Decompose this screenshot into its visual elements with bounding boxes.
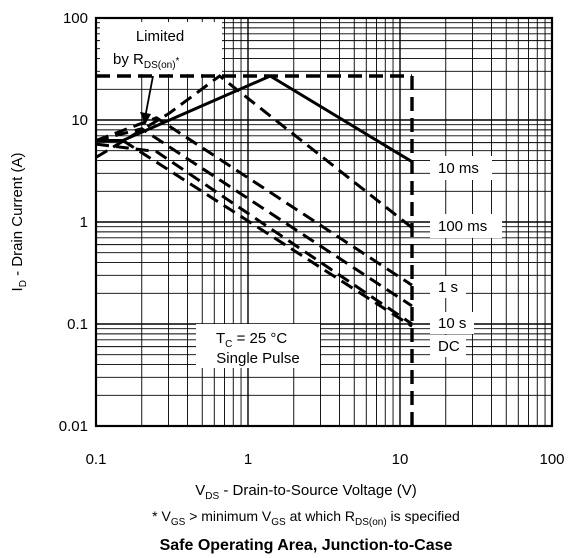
- chart-title: Safe Operating Area, Junction-to-Case: [160, 537, 453, 554]
- curve-dc: [121, 139, 413, 328]
- y-tick-label: 0.1: [67, 316, 88, 333]
- footnote: * VGS > minimum VGS at which RDS(on) is …: [152, 508, 460, 528]
- x-tick-label: 1: [244, 451, 252, 468]
- series-label-bg-1s: [430, 276, 466, 298]
- tick-labels: 0.1 1 10 100 0.01 0.1 1 10 100: [59, 10, 565, 468]
- x-axis-label: VDS - Drain-to-Source Voltage (V): [195, 482, 417, 502]
- curve-10ms: [96, 74, 413, 163]
- series-label-bg-10ms: [430, 156, 492, 180]
- chart-curves: [95, 74, 414, 426]
- series-label-1s: 1 s: [438, 279, 458, 296]
- y-tick-label: 1: [80, 214, 88, 231]
- limited-label-line2: by RDS(on)*: [113, 51, 180, 71]
- limited-label-bg: [100, 22, 222, 74]
- series-label-10ms: 10 ms: [438, 160, 479, 177]
- series-label-bg-10s: [430, 312, 474, 334]
- curve-5: [95, 142, 413, 326]
- x-tick-label: 0.1: [86, 451, 107, 468]
- series-label-100ms: 100 ms: [438, 218, 487, 235]
- series-label-bg-dc: [430, 335, 466, 357]
- series-label-bg-100ms: [430, 214, 502, 238]
- x-tick-label: 10: [392, 451, 409, 468]
- y-tick-label: 100: [63, 10, 88, 27]
- limited-arrow-shaft: [144, 75, 154, 119]
- curve-10s: [95, 127, 413, 308]
- curve-1s: [95, 116, 413, 287]
- y-tick-label: 0.01: [59, 418, 88, 435]
- series-label-10s: 10 s: [438, 315, 466, 332]
- series-label-dc: DC: [438, 338, 460, 355]
- curve-100ms: [95, 74, 413, 229]
- y-axis-label: ID - Drain Current (A): [9, 153, 29, 292]
- tc-label-bg: [196, 324, 320, 368]
- single-pulse-label: Single Pulse: [216, 350, 299, 367]
- x-tick-label: 100: [539, 451, 564, 468]
- y-tick-label: 10: [71, 112, 88, 129]
- limited-arrow-head: [140, 112, 151, 125]
- tc-label: TC = 25 °C: [216, 330, 287, 350]
- limited-label-line1: Limited: [136, 28, 184, 45]
- plot-frame: [94, 16, 554, 428]
